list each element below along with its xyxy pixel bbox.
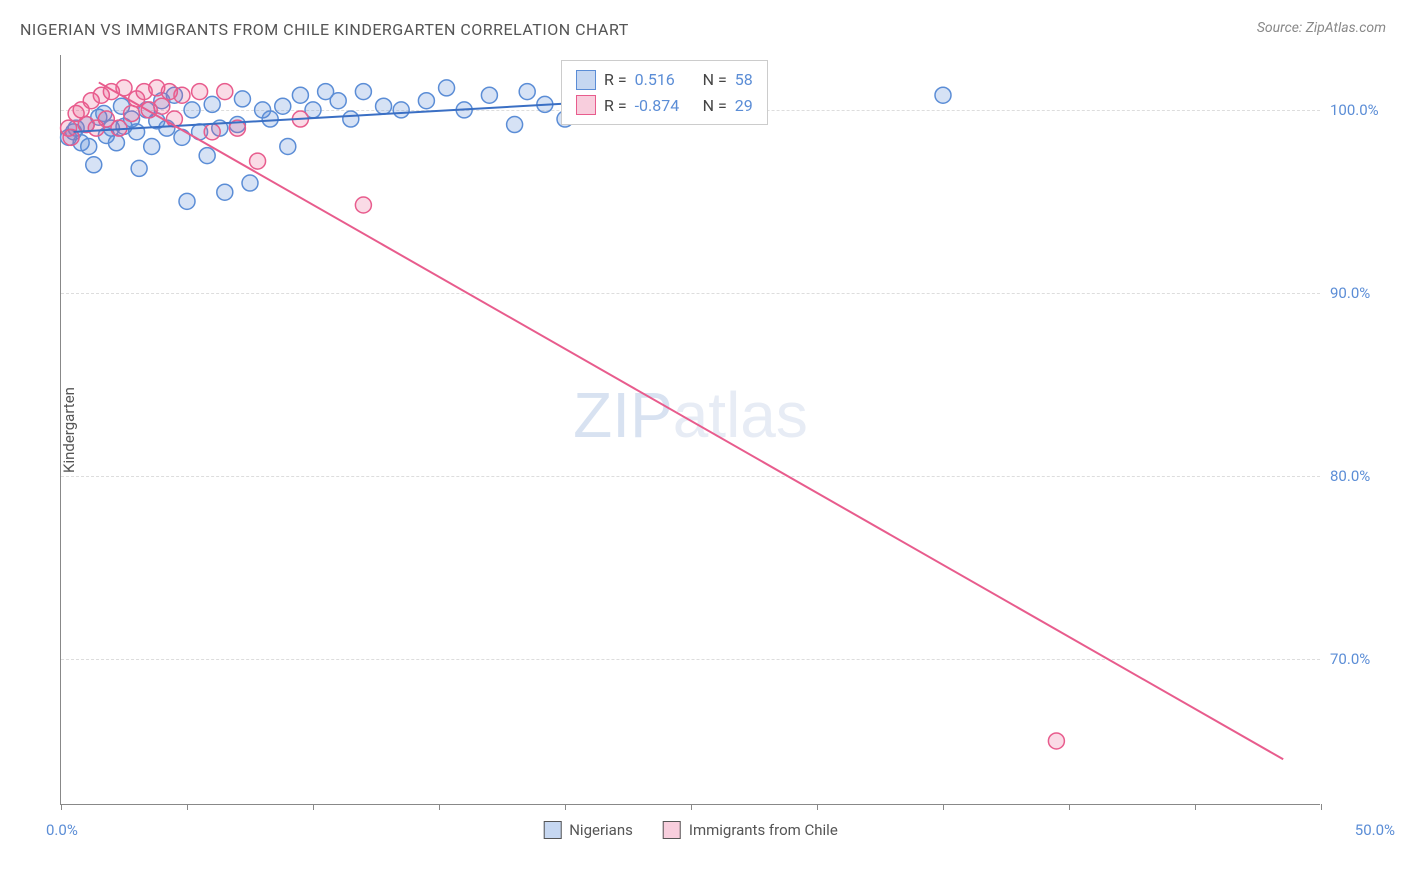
scatter-point-nigerians	[292, 87, 308, 103]
scatter-point-chile	[154, 98, 170, 114]
legend-r-value: -0.874	[635, 93, 695, 119]
x-tick	[943, 804, 944, 810]
scatter-point-nigerians	[217, 184, 233, 200]
scatter-point-nigerians	[280, 138, 296, 154]
legend-swatch-pink	[663, 821, 681, 839]
legend-r-label: R =	[604, 67, 627, 93]
series-legend-item: Nigerians	[543, 821, 633, 839]
scatter-point-nigerians	[343, 111, 359, 127]
series-legend: Nigerians Immigrants from Chile	[543, 821, 838, 839]
legend-swatch-blue	[543, 821, 561, 839]
x-tick	[691, 804, 692, 810]
x-axis-max-label: 50.0%	[1355, 821, 1395, 839]
scatter-point-nigerians	[179, 193, 195, 209]
series-legend-label: Immigrants from Chile	[689, 821, 838, 839]
scatter-point-nigerians	[144, 138, 160, 154]
legend-n-value: 29	[735, 93, 753, 119]
scatter-point-nigerians	[129, 124, 145, 140]
x-tick	[1195, 804, 1196, 810]
scatter-point-nigerians	[184, 102, 200, 118]
scatter-point-nigerians	[393, 102, 409, 118]
scatter-point-nigerians	[199, 148, 215, 164]
source-attribution: Source: ZipAtlas.com	[1257, 20, 1386, 36]
legend-n-label: N =	[703, 67, 727, 93]
scatter-point-nigerians	[131, 160, 147, 176]
x-tick	[313, 804, 314, 810]
scatter-point-nigerians	[108, 135, 124, 151]
trend-line-chile	[99, 82, 1283, 759]
chart-title: NIGERIAN VS IMMIGRANTS FROM CHILE KINDER…	[20, 20, 629, 39]
scatter-point-nigerians	[519, 84, 535, 100]
scatter-point-nigerians	[234, 91, 250, 107]
legend-swatch-pink	[576, 95, 596, 115]
scatter-point-nigerians	[418, 93, 434, 109]
scatter-point-nigerians	[376, 98, 392, 114]
scatter-point-nigerians	[81, 138, 97, 154]
legend-swatch-blue	[576, 70, 596, 90]
x-tick	[187, 804, 188, 810]
y-tick-label: 90.0%	[1330, 284, 1390, 302]
legend-r-label: R =	[604, 93, 627, 119]
legend-row: R = 0.516 N = 58	[576, 67, 753, 93]
legend-n-value: 58	[735, 67, 753, 93]
scatter-point-nigerians	[262, 111, 278, 127]
scatter-point-nigerians	[330, 93, 346, 109]
y-tick-label: 100.0%	[1330, 101, 1390, 119]
header: NIGERIAN VS IMMIGRANTS FROM CHILE KINDER…	[0, 0, 1406, 49]
x-tick	[1321, 804, 1322, 810]
scatter-point-chile	[124, 106, 140, 122]
scatter-point-chile	[192, 84, 208, 100]
legend-r-value: 0.516	[635, 67, 695, 93]
scatter-point-nigerians	[481, 87, 497, 103]
series-legend-item: Immigrants from Chile	[663, 821, 838, 839]
plot-region: Kindergarten 70.0%80.0%90.0%100.0% 0.0% …	[60, 55, 1320, 805]
scatter-point-nigerians	[355, 84, 371, 100]
scatter-point-nigerians	[204, 96, 220, 112]
series-legend-label: Nigerians	[569, 821, 633, 839]
legend-n-label: N =	[703, 93, 727, 119]
x-tick	[817, 804, 818, 810]
x-tick	[61, 804, 62, 810]
scatter-point-chile	[217, 84, 233, 100]
scatter-plot-svg	[61, 55, 1320, 804]
scatter-point-nigerians	[86, 157, 102, 173]
scatter-point-nigerians	[935, 87, 951, 103]
correlation-legend-box: R = 0.516 N = 58 R = -0.874 N = 29	[561, 60, 768, 125]
scatter-point-nigerians	[275, 98, 291, 114]
scatter-point-chile	[355, 197, 371, 213]
y-tick-label: 70.0%	[1330, 650, 1390, 668]
x-tick	[439, 804, 440, 810]
y-tick-label: 80.0%	[1330, 467, 1390, 485]
x-tick	[565, 804, 566, 810]
x-axis-min-label: 0.0%	[46, 821, 78, 839]
x-tick	[1069, 804, 1070, 810]
scatter-point-nigerians	[242, 175, 258, 191]
scatter-point-chile	[174, 87, 190, 103]
chart-area: Kindergarten 70.0%80.0%90.0%100.0% 0.0% …	[60, 55, 1320, 805]
scatter-point-nigerians	[507, 117, 523, 133]
scatter-point-nigerians	[174, 129, 190, 145]
scatter-point-chile	[250, 153, 266, 169]
legend-row: R = -0.874 N = 29	[576, 93, 753, 119]
scatter-point-chile	[1048, 733, 1064, 749]
scatter-point-nigerians	[439, 80, 455, 96]
scatter-point-chile	[204, 124, 220, 140]
